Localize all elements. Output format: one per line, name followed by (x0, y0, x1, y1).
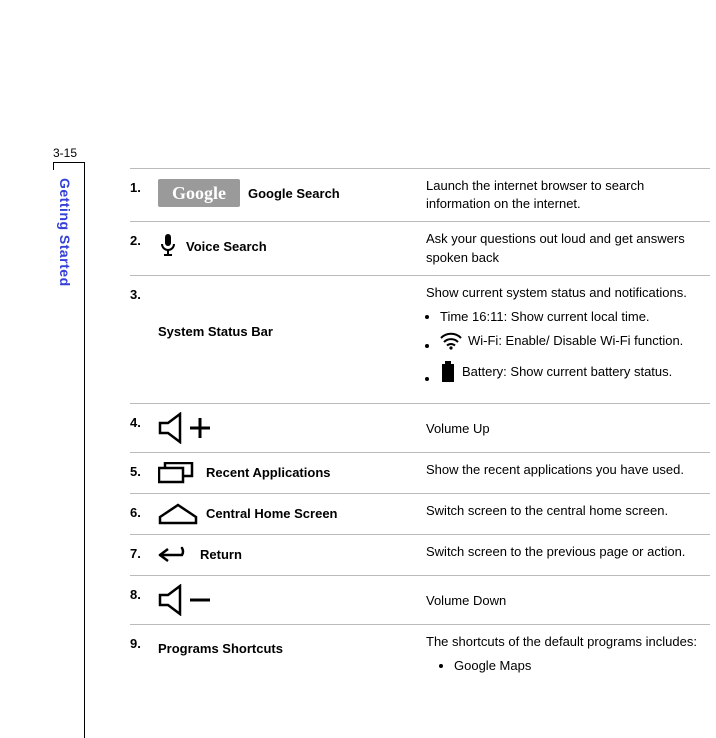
volume-down-icon (158, 584, 218, 616)
row-label: Programs Shortcuts (158, 633, 426, 665)
label-text: Central Home Screen (206, 506, 338, 521)
table-row: 9. Programs Shortcuts The shortcuts of t… (130, 624, 710, 689)
row-description: Launch the internet browser to search in… (426, 177, 710, 213)
row-description: Switch screen to the central home screen… (426, 502, 710, 520)
volume-up-icon (158, 412, 218, 444)
section-label: Getting Started (57, 178, 73, 287)
return-icon (158, 545, 192, 565)
rule (53, 162, 84, 163)
content-table: 1. Google Google Search Launch the inter… (130, 168, 710, 689)
battery-icon (440, 361, 456, 383)
row-label (158, 584, 426, 616)
row-description: Ask your questions out loud and get answ… (426, 230, 710, 266)
row-description: Volume Up (426, 412, 710, 438)
label-text: Programs Shortcuts (158, 641, 283, 656)
label-text: Voice Search (186, 239, 267, 254)
row-label: Recent Applications (158, 461, 426, 485)
row-number: 6. (130, 502, 158, 520)
sub-item: Wi-Fi: Enable/ Disable Wi-Fi function. (440, 332, 710, 355)
table-row: 7. Return Switch screen to the previous … (130, 534, 710, 575)
label-text: Recent Applications (206, 465, 330, 480)
row-label: Return (158, 543, 426, 567)
row-description: Show current system status and notificat… (426, 284, 710, 395)
google-badge-icon: Google (158, 179, 240, 207)
label-text: System Status Bar (158, 324, 273, 339)
sub-text: Battery: Show current battery status. (462, 363, 672, 381)
row-description: Volume Down (426, 584, 710, 610)
row-number: 1. (130, 177, 158, 195)
home-icon (158, 503, 198, 525)
row-label: Central Home Screen (158, 502, 426, 526)
row-number: 2. (130, 230, 158, 248)
row-label: System Status Bar (158, 284, 426, 339)
row-number: 3. (130, 284, 158, 302)
row-number: 4. (130, 412, 158, 430)
row-label (158, 412, 426, 444)
table-row: 4. Volume Up (130, 403, 710, 452)
wifi-icon (440, 332, 462, 350)
sub-item: Time 16:11: Show current local time. (440, 308, 710, 326)
label-text: Google Search (248, 186, 340, 201)
sub-text: Wi-Fi: Enable/ Disable Wi-Fi function. (468, 332, 683, 350)
table-row: 6. Central Home Screen Switch screen to … (130, 493, 710, 534)
rule (53, 162, 54, 170)
row-number: 7. (130, 543, 158, 561)
sub-item: Google Maps (454, 657, 710, 675)
rule (84, 162, 85, 738)
row-label: Voice Search (158, 230, 426, 262)
table-row: 5. Recent Applications Show the recent a… (130, 452, 710, 493)
row-description: Switch screen to the previous page or ac… (426, 543, 710, 561)
table-row: 3. System Status Bar Show current system… (130, 275, 710, 403)
page-number: 3-15 (53, 146, 77, 160)
table-row: 2. Voice Search Ask your questions out l… (130, 221, 710, 274)
row-number: 8. (130, 584, 158, 602)
desc-text: Show current system status and notificat… (426, 285, 687, 300)
microphone-icon (158, 232, 178, 260)
table-row: 1. Google Google Search Launch the inter… (130, 168, 710, 221)
desc-text: The shortcuts of the default programs in… (426, 634, 697, 649)
row-number: 9. (130, 633, 158, 651)
recent-apps-icon (158, 462, 198, 484)
row-description: Show the recent applications you have us… (426, 461, 710, 479)
row-label: Google Google Search (158, 177, 426, 209)
row-description: The shortcuts of the default programs in… (426, 633, 710, 681)
table-row: 8. Volume Down (130, 575, 710, 624)
sub-item: Battery: Show current battery status. (440, 361, 710, 388)
row-number: 5. (130, 461, 158, 479)
label-text: Return (200, 547, 242, 562)
